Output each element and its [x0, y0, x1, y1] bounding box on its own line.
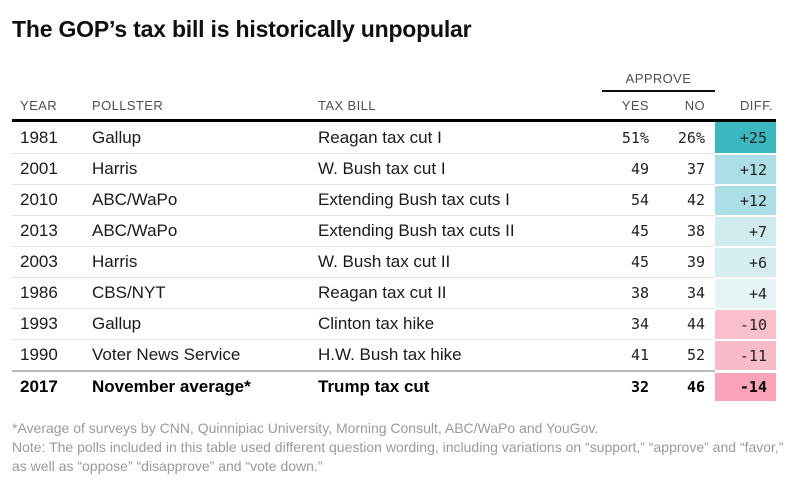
- no-cell: 37: [659, 153, 715, 184]
- pollster-cell: CBS/NYT: [92, 277, 318, 308]
- column-header-row: YEAR POLLSTER TAX BILL YES NO DIFF.: [12, 92, 776, 122]
- yes-cell: 51%: [621, 128, 649, 147]
- year-cell: 1986: [12, 277, 92, 308]
- tax-bill-cell: Extending Bush tax cuts I: [318, 184, 602, 215]
- year-cell: 2003: [12, 246, 92, 277]
- tax-bill-cell: W. Bush tax cut I: [318, 153, 602, 184]
- diff-cell: +12: [715, 184, 776, 215]
- tax-bill-cell: H.W. Bush tax hike: [318, 339, 602, 370]
- yes-cell: 49: [602, 153, 659, 184]
- diff-cell: -10: [715, 308, 776, 339]
- footnote-note: Note: The polls included in this table u…: [12, 439, 784, 474]
- no-cell: 42: [659, 184, 715, 215]
- yes-cell: 45: [602, 215, 659, 246]
- year-cell: 1990: [12, 339, 92, 370]
- yes-cell: 32: [602, 370, 659, 401]
- pollster-cell: ABC/WaPo: [92, 184, 318, 215]
- year-cell: 1981: [20, 127, 58, 147]
- table-row: 2001 Harris W. Bush tax cut I 49 37 +12: [12, 153, 776, 184]
- no-cell: 46: [659, 370, 715, 401]
- year-cell: 2017: [12, 370, 92, 401]
- table-row: 2003 Harris W. Bush tax cut II 45 39 +6: [12, 246, 776, 277]
- tax-bill-cell: W. Bush tax cut II: [318, 246, 602, 277]
- year-cell: 1993: [12, 308, 92, 339]
- column-header-tax-bill: TAX BILL: [318, 92, 602, 122]
- column-header-year: YEAR: [12, 92, 92, 122]
- diff-cell: -14: [715, 370, 776, 401]
- no-cell: 38: [659, 215, 715, 246]
- pollster-cell: Harris: [92, 153, 318, 184]
- tax-bill-cell: Clinton tax hike: [318, 308, 602, 339]
- footnotes: *Average of surveys by CNN, Quinnipiac U…: [12, 419, 784, 476]
- year-cell: 2013: [12, 215, 92, 246]
- pollster-cell: ABC/WaPo: [92, 215, 318, 246]
- column-header-no: NO: [659, 92, 715, 122]
- tax-bill-cell: Reagan tax cut II: [318, 277, 602, 308]
- no-cell: 26%: [677, 128, 705, 147]
- tax-bill-cell: Extending Bush tax cuts II: [318, 215, 602, 246]
- yes-cell: 54: [602, 184, 659, 215]
- poll-table: APPROVE YEAR POLLSTER TAX BILL YES NO DI…: [12, 66, 776, 401]
- year-cell: 2001: [12, 153, 92, 184]
- yes-cell: 45: [602, 246, 659, 277]
- no-cell: 34: [659, 277, 715, 308]
- column-header-diff: DIFF.: [715, 92, 776, 122]
- table-row: 2013 ABC/WaPo Extending Bush tax cuts II 45…: [12, 215, 776, 246]
- pollster-cell: November average*: [92, 370, 318, 401]
- year-cell: 2010: [12, 184, 92, 215]
- tax-bill-cell: Reagan tax cut I: [318, 127, 442, 147]
- table-header: APPROVE YEAR POLLSTER TAX BILL YES NO DI…: [12, 66, 776, 122]
- table-row: 1981 Gallup Reagan tax cut I 51% 26% +25: [12, 122, 776, 153]
- table-row: 2010 ABC/WaPo Extending Bush tax cuts I 54 4…: [12, 184, 776, 215]
- diff-cell: +7: [715, 215, 776, 246]
- yes-cell: 41: [602, 339, 659, 370]
- approve-group-label: APPROVE: [602, 66, 715, 92]
- pollster-cell: Gallup: [92, 308, 318, 339]
- pollster-cell: Gallup: [92, 127, 142, 147]
- header-spacer: [715, 66, 776, 92]
- approve-group-row: APPROVE: [12, 66, 776, 92]
- diff-cell: +12: [715, 153, 776, 184]
- table-body: 1981 Gallup Reagan tax cut I 51% 26% +25 2001 H…: [12, 122, 776, 401]
- yes-cell: 34: [602, 308, 659, 339]
- page-title: The GOP’s tax bill is historically unpop…: [12, 16, 472, 42]
- header-spacer: [12, 66, 602, 92]
- footnote-average: *Average of surveys by CNN, Quinnipiac U…: [12, 420, 599, 436]
- table-row: 2017 November average* Trump tax cut 32 46 -1…: [12, 370, 776, 401]
- diff-cell: +4: [715, 277, 776, 308]
- yes-cell: 38: [602, 277, 659, 308]
- column-header-pollster: POLLSTER: [92, 92, 318, 122]
- diff-cell: -11: [715, 339, 776, 370]
- column-header-yes: YES: [602, 92, 659, 122]
- table-row: 1993 Gallup Clinton tax hike 34 44 -10: [12, 308, 776, 339]
- pollster-cell: Voter News Service: [92, 339, 318, 370]
- table-row: 1986 CBS/NYT Reagan tax cut II 38 34 +4: [12, 277, 776, 308]
- no-cell: 44: [659, 308, 715, 339]
- no-cell: 52: [659, 339, 715, 370]
- pollster-cell: Harris: [92, 246, 318, 277]
- diff-cell: +6: [715, 246, 776, 277]
- table-row: 1990 Voter News Service H.W. Bush tax hike…: [12, 339, 776, 370]
- diff-cell: +25: [715, 122, 776, 153]
- tax-bill-cell: Trump tax cut: [318, 370, 602, 401]
- no-cell: 39: [659, 246, 715, 277]
